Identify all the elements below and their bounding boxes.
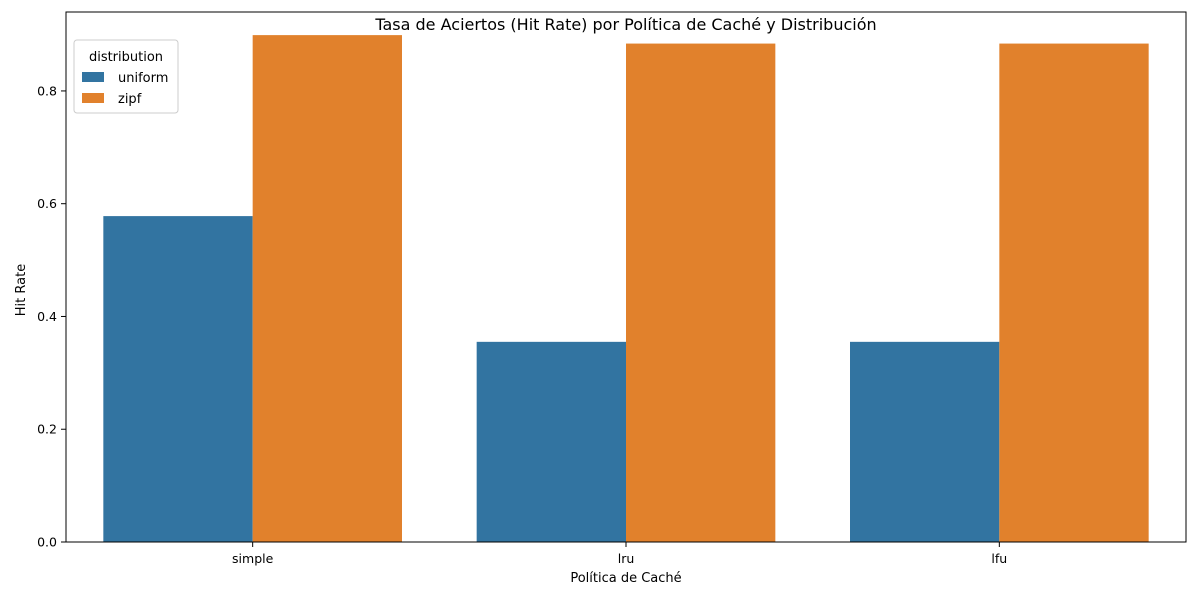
bar-uniform-simple — [103, 216, 253, 542]
x-tick-label-lru: lru — [618, 551, 635, 566]
bar-zipf-lru — [626, 43, 776, 543]
legend-title: distribution — [89, 50, 163, 65]
legend-swatch-uniform — [82, 72, 104, 82]
bar-uniform-lfu — [850, 341, 1000, 542]
y-tick-label: 0.8 — [37, 83, 57, 98]
x-tick-label-lfu: lfu — [991, 551, 1007, 566]
legend-label-uniform: uniform — [118, 71, 168, 86]
bar-zipf-simple — [252, 35, 402, 543]
y-axis: 0.0 0.2 0.4 0.6 0.8 — [37, 83, 66, 550]
legend: distribution uniform zipf — [73, 39, 179, 114]
y-tick-label: 0.2 — [37, 422, 57, 437]
bar-zipf-lfu — [999, 43, 1149, 543]
y-tick-label: 0.4 — [37, 309, 57, 324]
bars-layer — [103, 35, 1149, 543]
x-tick-label-simple: simple — [232, 551, 274, 566]
legend-swatch-zipf — [82, 93, 104, 103]
legend-label-zipf: zipf — [118, 92, 142, 107]
y-axis-label: Hit Rate — [14, 264, 29, 316]
x-axis: simple lru lfu — [232, 542, 1007, 566]
chart-title: Tasa de Aciertos (Hit Rate) por Política… — [374, 15, 876, 34]
y-tick-label: 0.6 — [37, 196, 57, 211]
y-tick-label: 0.0 — [37, 535, 57, 550]
bar-uniform-lru — [476, 341, 626, 542]
x-axis-label: Política de Caché — [570, 571, 681, 586]
